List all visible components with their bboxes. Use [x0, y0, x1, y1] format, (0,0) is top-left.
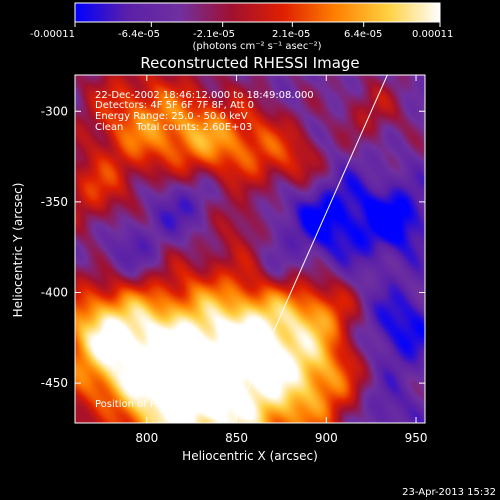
heatmap-wrapper — [75, 75, 425, 423]
colorbar-tick-label-2: -2.1e-05 — [193, 29, 235, 40]
colorbar-bar — [74, 2, 441, 23]
annotation-detectors: Detectors: 4F 5F 6F 7F 8F, Att 0 — [95, 100, 254, 111]
colorbar-tick-label-3: 2.1e-05 — [272, 29, 310, 40]
y-tick-label-minus350: -350 — [41, 195, 68, 209]
y-axis-label: Heliocentric Y (arcsec) — [11, 183, 25, 318]
y-tick-label-minus400: -400 — [41, 286, 68, 300]
colorbar-ticks — [74, 22, 441, 27]
colorbar-tick-label-4: 6.4e-05 — [344, 29, 382, 40]
annotation-clean-counts: Clean Total counts: 2.60E+03 — [95, 122, 252, 133]
y-tick-label-minus300: -300 — [41, 104, 68, 118]
colorbar-tick-label-1: -6.4e-05 — [118, 29, 160, 40]
colorbar-tick-label-5: 0.00011 — [412, 29, 453, 40]
x-tick-label-900: 900 — [315, 431, 338, 445]
plot-frame — [74, 74, 426, 424]
x-tick-label-850: 850 — [225, 431, 248, 445]
heatmap-viewport — [75, 75, 425, 423]
x-tick-label-800: 800 — [135, 431, 158, 445]
chart-title: Reconstructed RHESSI Image — [140, 54, 359, 72]
colorbar-tick-label-0: -0.00011 — [30, 29, 75, 40]
y-tick-label-minus450: -450 — [41, 376, 68, 390]
x-axis-ticks — [146, 75, 417, 423]
solar-limb-line — [232, 75, 388, 423]
colorbar: -0.00011 -6.4e-05 -2.1e-05 2.1e-05 6.4e-… — [30, 2, 453, 52]
colorbar-unit-label: (photons cm⁻² s⁻¹ asec⁻²) — [192, 41, 321, 52]
peak-position-label: Position of Peak = [759,-441] — [95, 399, 241, 410]
y-axis-ticks — [75, 110, 425, 384]
x-tick-label-950: 950 — [405, 431, 428, 445]
annotation-energy-range: Energy Range: 25.0 - 50.0 keV — [95, 111, 248, 122]
annotation-time-range: 22-Dec-2002 18:46:12.000 to 18:49:08.000 — [95, 90, 314, 101]
heatmap-image — [75, 75, 425, 423]
footer-date: 23-Apr-2013 15:32 — [402, 487, 496, 498]
x-axis-label: Heliocentric X (arcsec) — [182, 449, 318, 463]
